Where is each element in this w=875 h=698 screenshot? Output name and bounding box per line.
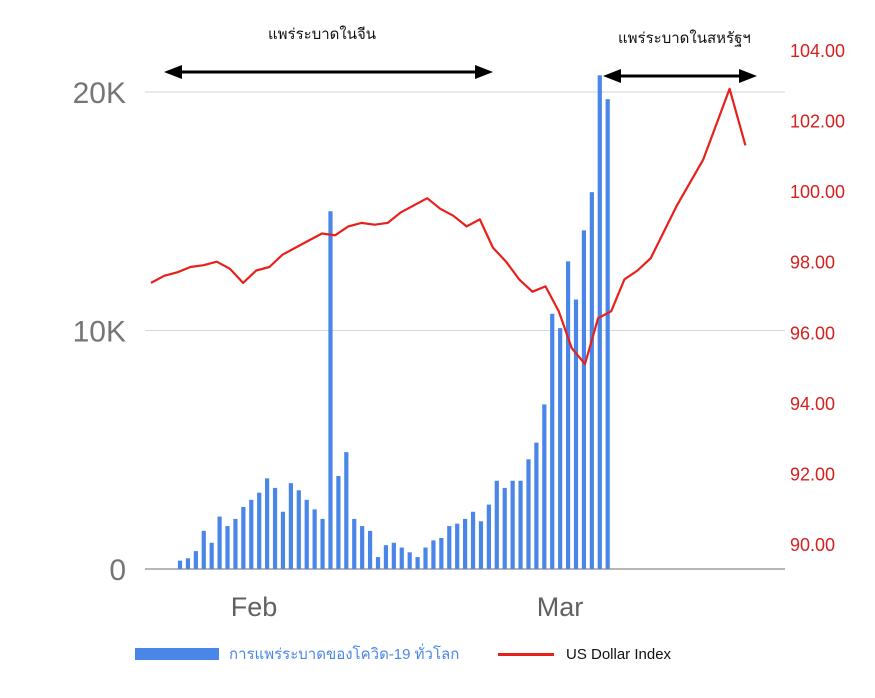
gridlines — [145, 91, 785, 570]
right-tick-label: 102.00 — [790, 112, 845, 132]
annotation-arrows — [164, 65, 757, 83]
bar — [565, 261, 571, 569]
bar — [478, 521, 484, 569]
x-tick-label: Mar — [537, 592, 584, 622]
bar — [526, 459, 531, 569]
bar — [375, 557, 381, 569]
x-axis-ticks: Feb Mar — [231, 592, 584, 622]
bar — [241, 506, 246, 569]
right-tick-label: 100.00 — [790, 182, 845, 202]
bar — [367, 530, 373, 569]
bar — [312, 509, 317, 569]
bar — [391, 542, 396, 569]
bar — [486, 504, 491, 569]
right-tick-label: 96.00 — [790, 323, 835, 343]
china-arrow — [164, 65, 493, 79]
bar — [542, 404, 547, 569]
bar — [581, 230, 587, 569]
x-tick-label: Feb — [231, 592, 278, 622]
bar — [185, 558, 191, 569]
line-series — [150, 87, 747, 366]
bar — [193, 551, 198, 569]
bar — [328, 211, 333, 569]
bar — [573, 299, 579, 569]
bar — [447, 526, 452, 569]
bar — [597, 75, 602, 570]
legend-line-swatch — [498, 652, 554, 656]
bar — [257, 492, 262, 569]
right-tick-label: 92.00 — [790, 464, 835, 484]
bar — [558, 328, 563, 569]
bar — [589, 192, 594, 570]
bar — [304, 499, 309, 569]
bar — [510, 480, 515, 569]
bar — [233, 518, 238, 569]
left-tick-label: 0 — [109, 554, 126, 587]
bar — [265, 478, 270, 569]
bar — [439, 537, 444, 569]
right-tick-label: 104.00 — [790, 41, 845, 61]
bar — [225, 526, 230, 569]
bar — [399, 547, 404, 569]
bar — [217, 516, 222, 569]
bar — [336, 475, 341, 569]
bar — [407, 552, 412, 569]
bar — [534, 442, 539, 569]
legend-item-dollar: US Dollar Index — [498, 640, 671, 668]
bar — [288, 483, 293, 569]
legend-label-dollar: US Dollar Index — [566, 645, 672, 663]
bar — [518, 480, 523, 569]
left-tick-label: 20K — [73, 77, 126, 110]
bar — [455, 523, 460, 569]
legend-bar-swatch — [135, 648, 219, 660]
left-tick-label: 10K — [73, 316, 126, 349]
bar — [470, 511, 476, 569]
bar — [360, 526, 365, 569]
bar — [494, 480, 499, 569]
dollar-index-line — [150, 87, 747, 366]
bar — [415, 557, 420, 569]
right-axis-ticks: 90.00 92.00 94.00 96.00 98.00 100.00 102.00 104… — [790, 41, 845, 555]
bar — [320, 518, 325, 569]
legend-item-covid: การแพร่ระบาดของโควิด-19 ทั่วโลก — [135, 640, 459, 668]
right-tick-label: 94.00 — [790, 394, 835, 414]
bar — [502, 487, 507, 569]
bar — [177, 560, 183, 569]
bar — [383, 545, 389, 569]
bar — [431, 540, 436, 569]
us-arrow — [603, 69, 757, 83]
bar — [209, 542, 214, 569]
bar — [280, 511, 286, 569]
bar — [352, 518, 357, 569]
annotation-china: แพร่ระบาดในจีน — [268, 26, 377, 43]
bar — [249, 499, 254, 569]
bar — [296, 490, 301, 569]
bar — [423, 547, 428, 569]
bar — [272, 487, 278, 569]
right-tick-label: 98.00 — [790, 253, 835, 273]
bar-series — [177, 75, 610, 570]
bar — [605, 99, 610, 569]
legend-label-covid: การแพร่ระบาดของโควิด-19 ทั่วโลก — [229, 646, 460, 663]
bar — [344, 452, 349, 569]
right-tick-label: 90.00 — [790, 535, 835, 555]
left-axis-ticks: 0 10K 20K — [73, 77, 126, 587]
bar — [550, 313, 555, 569]
bar — [201, 530, 206, 569]
annotation-us: แพร่ระบาดในสหรัฐฯ — [618, 30, 751, 47]
bar — [463, 518, 468, 569]
